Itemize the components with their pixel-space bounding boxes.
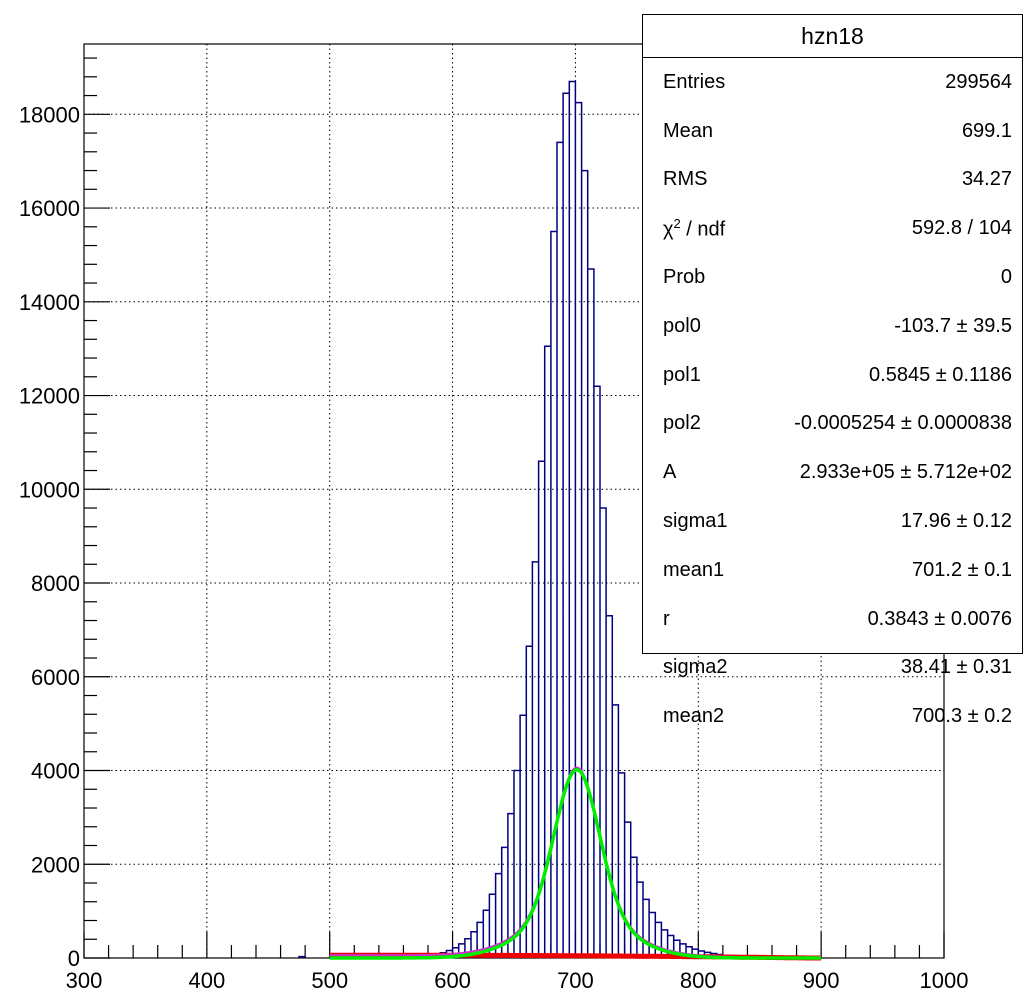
stats-row-mean: Mean 699.1 — [643, 107, 1022, 156]
stats-value: 38.41 ± 0.31 — [900, 656, 1012, 679]
stats-key-chi2: χ2 / ndf — [663, 216, 725, 242]
stats-key: A — [663, 461, 677, 484]
chi-symbol: χ — [663, 218, 674, 241]
y-tick-label: 6000 — [31, 665, 80, 690]
stats-value: 0 — [1000, 266, 1012, 289]
y-tick-label: 14000 — [19, 290, 80, 315]
stats-row-r: r 0.3843 ± 0.0076 — [643, 595, 1022, 644]
fit-signal-curve — [329, 768, 822, 960]
stats-row-chi2: χ2 / ndf 592.8 / 104 — [643, 204, 1022, 253]
stats-key: r — [663, 607, 670, 630]
stats-row-a: A 2.933e+05 ± 5.712e+02 — [643, 448, 1022, 497]
stats-key: mean1 — [663, 558, 725, 581]
stats-row-pol0: pol0 -103.7 ± 39.5 — [643, 302, 1022, 351]
y-tick-label: 2000 — [31, 852, 80, 877]
stats-value: 0.3843 ± 0.0076 — [867, 607, 1012, 630]
x-tick-label: 700 — [557, 968, 594, 993]
stats-title: hzn18 — [643, 15, 1022, 58]
y-tick-label: 0 — [68, 946, 80, 971]
y-tick-label: 4000 — [31, 759, 80, 784]
y-tick-label: 16000 — [19, 196, 80, 221]
x-tick-label: 900 — [803, 968, 840, 993]
stats-box: hzn18 Entries 299564 Mean 699.1 RMS 34.2… — [642, 14, 1023, 727]
stats-value: 700.3 ± 0.2 — [912, 705, 1012, 728]
stats-key: pol1 — [663, 363, 701, 386]
stats-value: 699.1 — [961, 119, 1012, 142]
stats-value: 299564 — [945, 70, 1012, 93]
x-axis-ticks: 300 400 500 600 700 800 900 1000 — [66, 932, 969, 993]
stats-row-pol1: pol1 0.5845 ± 0.1186 — [643, 351, 1022, 400]
stats-value: -0.0005254 ± 0.0000838 — [794, 412, 1012, 435]
stats-key: Prob — [663, 266, 706, 289]
stats-key: pol2 — [663, 412, 701, 435]
series-layer — [298, 80, 822, 961]
x-tick-label: 500 — [311, 968, 348, 993]
x-tick-label: 400 — [188, 968, 225, 993]
stats-row-rms: RMS 34.27 — [643, 156, 1022, 205]
y-tick-label: 8000 — [31, 571, 80, 596]
stats-key: Mean — [663, 119, 714, 142]
stats-value: 592.8 / 104 — [911, 217, 1012, 240]
y-tick-label: 10000 — [19, 477, 80, 502]
stats-row-pol2: pol2 -0.0005254 ± 0.0000838 — [643, 400, 1022, 449]
stats-key: sigma1 — [663, 510, 728, 533]
y-tick-label: 12000 — [19, 384, 80, 409]
chi-exponent: 2 — [673, 215, 681, 231]
stats-value: 2.933e+05 ± 5.712e+02 — [799, 461, 1012, 484]
stats-key: pol0 — [663, 314, 701, 337]
stats-row-prob: Prob 0 — [643, 253, 1022, 302]
stats-value: 34.27 — [961, 168, 1012, 191]
chi-ndf: / ndf — [680, 218, 726, 241]
stats-key: mean2 — [663, 705, 725, 728]
x-tick-label: 600 — [434, 968, 471, 993]
y-tick-label: 18000 — [19, 102, 80, 127]
y-axis-ticks: 0 2000 4000 6000 8000 10000 12000 14000 16000 180… — [19, 57, 110, 971]
stats-value: 0.5845 ± 0.1186 — [869, 363, 1012, 386]
stats-row-mean1: mean1 701.2 ± 0.1 — [643, 546, 1022, 595]
x-tick-label: 800 — [680, 968, 717, 993]
stats-row-mean2: mean2 700.3 ± 0.2 — [643, 692, 1022, 741]
stats-value: 701.2 ± 0.1 — [912, 558, 1012, 581]
stats-key: RMS — [663, 168, 708, 191]
x-tick-label: 300 — [66, 968, 103, 993]
stats-row-sigma2: sigma2 38.41 ± 0.31 — [643, 644, 1022, 693]
stats-row-entries: Entries 299564 — [643, 58, 1022, 107]
stats-row-sigma1: sigma1 17.96 ± 0.12 — [643, 497, 1022, 546]
stats-key: sigma2 — [663, 656, 728, 679]
stats-value: 17.96 ± 0.12 — [900, 510, 1012, 533]
stats-key: Entries — [663, 70, 726, 93]
stats-value: -103.7 ± 39.5 — [894, 314, 1012, 337]
x-tick-label: 1000 — [920, 968, 969, 993]
